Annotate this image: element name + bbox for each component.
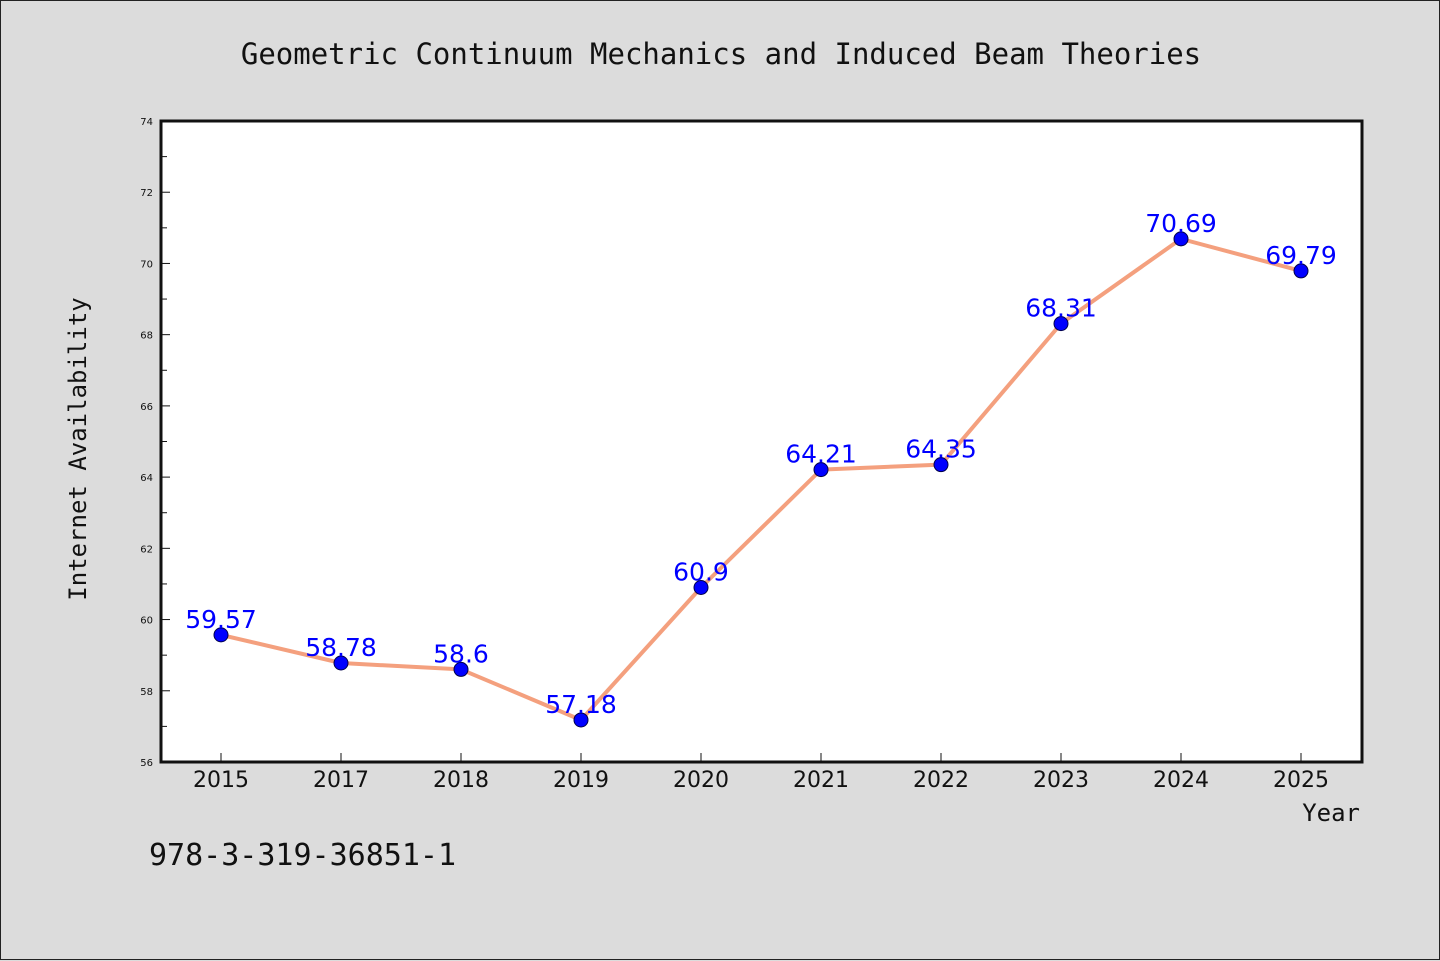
y-tick-label: 58 <box>140 687 153 698</box>
x-tick-label: 2015 <box>193 768 249 793</box>
data-point <box>453 661 469 677</box>
data-labels-group: 59.57 58.78 58.6 57.18 60.9 64.21 64.35 68.31 70… <box>185 209 1337 719</box>
data-label: 57.18 <box>545 690 617 719</box>
x-tick-label: 2019 <box>553 768 609 793</box>
plot-border <box>159 119 1364 764</box>
data-label: 58.78 <box>305 633 377 662</box>
plot-area <box>161 121 1362 762</box>
chart-title: Geometric Continuum Mechanics and Induce… <box>241 37 1201 71</box>
data-point <box>333 655 349 671</box>
data-label: 58.6 <box>433 639 489 668</box>
x-tick-label: 2025 <box>1273 768 1329 793</box>
data-label: 64.35 <box>905 435 977 464</box>
footer-isbn: 978-3-319-36851-1 <box>149 838 456 873</box>
x-tick-label: 2021 <box>793 768 849 793</box>
x-tick-label: 2017 <box>313 768 369 793</box>
data-label: 64.21 <box>785 440 857 469</box>
y-tick-label: 62 <box>140 544 153 555</box>
y-tick-label: 64 <box>140 473 153 484</box>
y-tick-label: 66 <box>140 402 153 413</box>
data-label: 68.31 <box>1025 294 1097 323</box>
y-tick-label: 70 <box>140 259 153 270</box>
x-tick-label: 2020 <box>673 768 729 793</box>
data-point <box>573 712 589 728</box>
data-label: 69.79 <box>1265 241 1337 270</box>
data-point <box>933 457 949 473</box>
x-tick-label: 2018 <box>433 768 489 793</box>
data-point <box>1293 263 1309 279</box>
data-label: 70.69 <box>1145 209 1217 238</box>
x-tick-label: 2024 <box>1153 768 1209 793</box>
data-point <box>813 462 829 478</box>
x-axis: 2015 2017 2018 2019 2020 2021 2022 2023 2024 2025 <box>193 753 1329 793</box>
y-tick-label: 68 <box>140 331 153 342</box>
y-tick-label: 60 <box>140 616 153 627</box>
y-tick-label: 74 <box>140 117 153 128</box>
y-axis-title: Internet Availability <box>64 297 92 600</box>
data-point <box>1173 231 1189 247</box>
x-tick-label: 2022 <box>913 768 969 793</box>
data-point <box>213 627 229 643</box>
series-line <box>220 236 1302 722</box>
data-point <box>693 580 709 596</box>
data-label: 59.57 <box>185 605 257 634</box>
x-tick-label: 2023 <box>1033 768 1089 793</box>
x-axis-title: Year <box>1302 799 1360 827</box>
data-label: 60.9 <box>673 558 729 587</box>
y-tick-label: 72 <box>140 188 153 199</box>
y-tick-label: 56 <box>140 758 153 769</box>
data-point <box>1053 316 1069 332</box>
series-line-group <box>213 231 1309 728</box>
